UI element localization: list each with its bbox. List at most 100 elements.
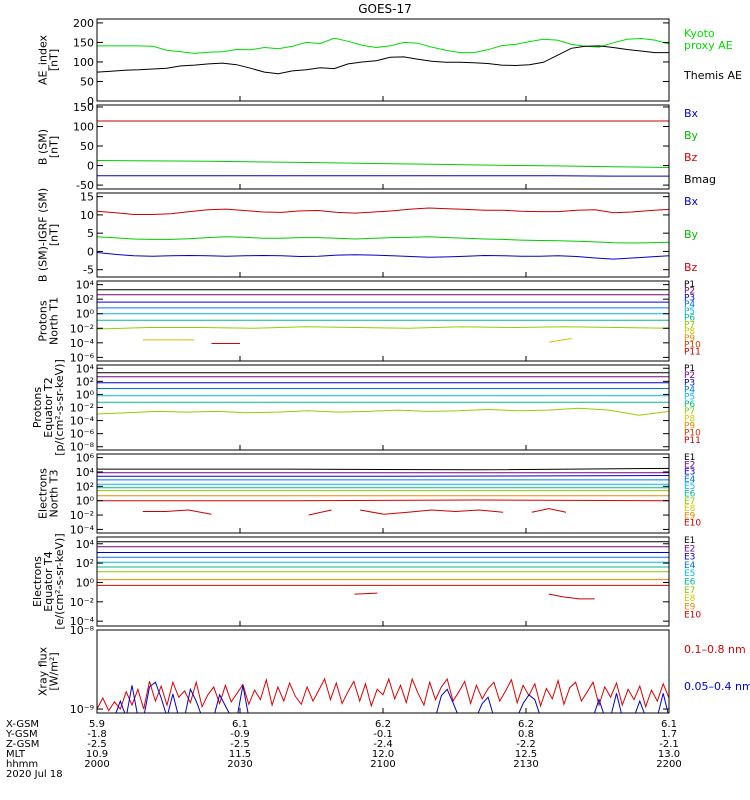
- footer-value: -2.5: [230, 739, 250, 750]
- y-tick-label: 50: [80, 140, 94, 153]
- series-e10d: [531, 508, 567, 513]
- footer-value: 12.0: [372, 749, 394, 760]
- y-tick-label: 200: [73, 17, 94, 30]
- footer-value: -2.5: [87, 739, 107, 750]
- y-tick-label: 10⁻²: [70, 596, 94, 609]
- y-axis-label: Equator T4: [42, 551, 55, 611]
- y-tick-label: 10⁻²: [70, 322, 94, 335]
- series-group: [97, 677, 669, 713]
- legend-label: E8: [684, 594, 696, 604]
- footer-value: 11.5: [229, 749, 251, 760]
- y-tick-label: 10⁻⁴: [70, 415, 95, 428]
- y-axis-label: Xray flux: [37, 646, 50, 696]
- y-axis-label: B (SM)-IGRF (SM): [37, 188, 50, 282]
- footer-row-label: 2020 Jul 18: [6, 769, 63, 780]
- y-tick-label: 0: [87, 160, 94, 173]
- series-e10b: [308, 509, 332, 516]
- y-tick-label: 10⁶: [76, 452, 95, 465]
- footer-value: -1.8: [87, 729, 107, 740]
- series-p7: [97, 407, 669, 416]
- y-axis-label: Protons: [37, 300, 50, 341]
- series-themis-ae: [97, 45, 669, 75]
- legend-label: P7: [684, 320, 695, 330]
- legend-label: E4: [684, 561, 696, 571]
- y-axis-label: [e/(cm²-s-sr-keV)]: [53, 533, 66, 629]
- y-tick-label: 10⁴: [76, 362, 95, 375]
- legend-label: E10: [684, 611, 701, 621]
- footer-value: 6.2: [518, 719, 534, 730]
- footer-value: -2.1: [659, 739, 679, 750]
- footer-value: 2100: [370, 759, 395, 770]
- series-bx: [97, 252, 669, 260]
- y-tick-label: 100: [73, 120, 94, 133]
- series-e10c: [360, 509, 504, 515]
- series-group: [97, 37, 669, 75]
- y-tick-label: 5: [87, 227, 94, 240]
- y-axis-label: Electrons: [31, 556, 44, 607]
- legend-label: E1: [684, 536, 695, 546]
- footer-row-label: X-GSM: [6, 719, 39, 730]
- panel-frame: [96, 280, 670, 362]
- footer-value: 6.1: [661, 719, 677, 730]
- y-axis-label: [p/(cm²-s-sr-keV)]: [53, 359, 66, 456]
- legend-label: P8: [684, 414, 695, 424]
- legend-label: Bz: [684, 261, 698, 274]
- legend-label: E2: [684, 460, 695, 470]
- y-axis-label: Electrons: [37, 468, 50, 519]
- y-tick-label: 10⁻⁴: [70, 615, 95, 628]
- footer-value: -0.1: [373, 729, 393, 740]
- footer-value: -0.9: [230, 729, 250, 740]
- y-axis-label: North T1: [48, 297, 61, 345]
- legend-label: E5: [684, 569, 695, 579]
- footer-value: 2000: [84, 759, 109, 770]
- legend-label: P4: [684, 386, 695, 396]
- y-tick-label: 10⁻⁴: [70, 337, 95, 350]
- footer-row-label: MLT: [6, 749, 26, 760]
- y-tick-label: 0: [87, 245, 94, 258]
- series-kyoto-proxy-ae: [97, 37, 669, 54]
- footer-value: 12.5: [515, 749, 537, 760]
- y-tick-label: 0: [87, 95, 94, 108]
- legend-label: E1: [684, 453, 695, 463]
- legend-label: E10: [684, 519, 701, 529]
- y-tick-label: 10⁴: [76, 538, 95, 551]
- y-axis-label: [nT]: [48, 224, 61, 246]
- y-tick-label: 10⁻⁸: [70, 441, 95, 454]
- footer-value: 10.9: [86, 749, 108, 760]
- panel-bsm: 150 100 50 0 -50 B (SM)[nT] Bx By Bz Bmag: [37, 101, 717, 192]
- series-by: [97, 236, 669, 244]
- series-e9: [97, 499, 669, 502]
- legend-label: E2: [684, 544, 695, 554]
- y-tick-label: -50: [76, 179, 94, 192]
- footer-value: 2130: [513, 759, 538, 770]
- legend-label: Bmag: [684, 173, 716, 186]
- legend-label: By: [684, 129, 699, 142]
- legend-label: Bx: [684, 107, 699, 120]
- legend-label: P2: [684, 371, 695, 381]
- y-tick-label: 10⁴: [76, 466, 95, 479]
- series-group: [97, 467, 669, 516]
- footer-value: -2.4: [373, 739, 393, 750]
- footer-value: 1.7: [661, 729, 677, 740]
- legend-label: E5: [684, 482, 695, 492]
- legend-label: P2: [684, 287, 695, 297]
- legend-label: 0.05–0.4 nm: [684, 680, 750, 693]
- footer-row-label: Y-GSM: [5, 729, 38, 740]
- footer-value: 6.1: [232, 719, 248, 730]
- y-tick-label: 150: [73, 101, 94, 114]
- y-tick-label: 15: [80, 191, 94, 204]
- footer-value: 5.9: [89, 719, 105, 730]
- footer-value: 2200: [656, 759, 681, 770]
- legend-label: E7: [684, 497, 695, 507]
- y-tick-label: 10: [80, 209, 94, 222]
- footer-row-label: Z-GSM: [6, 739, 39, 750]
- y-tick-label: 100: [73, 56, 94, 69]
- series-0-05-0-4-nm: [115, 681, 669, 713]
- panel-frame: [96, 453, 670, 534]
- legend-label: P4: [684, 300, 695, 310]
- series-group: [97, 207, 669, 260]
